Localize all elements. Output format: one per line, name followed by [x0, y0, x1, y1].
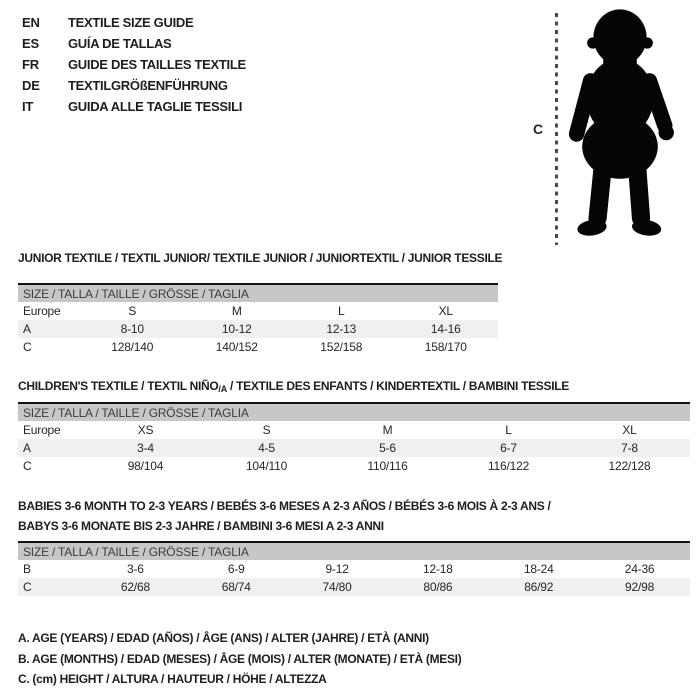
size-cell: 98/104: [127, 459, 164, 473]
table-row: C 98/104 104/110 110/116 116/122 122/128: [18, 457, 690, 475]
table-header-bar: SIZE / TALLA / TAILLE / GRÖSSE / TAGLIA: [18, 541, 690, 560]
section-title-text: / TEXTILE DES ENFANTS / KINDERTEXTIL / B…: [227, 379, 569, 393]
size-cell: 10-12: [221, 322, 252, 336]
size-cell: L: [505, 423, 512, 437]
size-cell: XS: [137, 423, 154, 437]
height-measure-dotted-line: [555, 13, 558, 245]
row-label: C: [23, 459, 32, 473]
size-cell: 9-12: [325, 562, 349, 576]
table-header-bar: SIZE / TALLA / TAILLE / GRÖSSE / TAGLIA: [18, 283, 498, 302]
size-cell: 4-5: [258, 441, 275, 455]
row-label: Europe: [23, 423, 61, 437]
language-code: DE: [22, 78, 40, 93]
section-title-line: BABIES 3-6 MONTH TO 2-3 YEARS / BEBÉS 3-…: [18, 499, 551, 513]
language-title: GUIDE DES TAILLES TEXTILE: [68, 57, 246, 72]
table-header-label: SIZE / TALLA / TAILLE / GRÖSSE / TAGLIA: [18, 541, 690, 560]
size-cell: 14-16: [430, 322, 461, 336]
size-cell: 7-8: [621, 441, 638, 455]
section-title-children: CHILDREN'S TEXTILE / TEXTIL NIÑO/A / TEX…: [18, 376, 569, 399]
figure-height-label: C: [533, 121, 544, 137]
toddler-silhouette-icon: [568, 9, 674, 236]
table-row: A 8-10 10-12 12-13 14-16: [18, 320, 498, 338]
table-header-label: SIZE / TALLA / TAILLE / GRÖSSE / TAGLIA: [18, 283, 498, 302]
size-cell: 74/80: [322, 580, 352, 594]
babies-size-table: SIZE / TALLA / TAILLE / GRÖSSE / TAGLIA …: [18, 541, 690, 596]
section-title-babies: BABIES 3-6 MONTH TO 2-3 YEARS / BEBÉS 3-…: [18, 496, 551, 536]
size-cell: 68/74: [221, 580, 251, 594]
language-title: GUÍA DE TALLAS: [68, 36, 172, 51]
table-row: Europe XS S M L XL: [18, 421, 690, 439]
language-code: EN: [22, 15, 40, 30]
footnotes: A. AGE (YEARS) / EDAD (AÑOS) / ÂGE (ANS)…: [18, 628, 462, 690]
language-title: TEXTILE SIZE GUIDE: [68, 15, 194, 30]
size-cell: S: [262, 423, 271, 437]
section-title-subscript: /A: [218, 384, 227, 394]
language-row: ES GUÍA DE TALLAS: [22, 33, 246, 54]
size-cell: L: [338, 304, 345, 318]
row-label: C: [23, 580, 32, 594]
size-cell: XL: [622, 423, 637, 437]
size-cell: 158/170: [424, 340, 467, 354]
children-size-table: SIZE / TALLA / TAILLE / GRÖSSE / TAGLIA …: [18, 402, 690, 475]
table-row: C 62/68 68/74 74/80 80/86 86/92 92/98: [18, 578, 690, 596]
size-cell: 62/68: [120, 580, 150, 594]
size-cell: 80/86: [423, 580, 453, 594]
size-cell: S: [128, 304, 137, 318]
footnote-age-months: B. AGE (MONTHS) / EDAD (MESES) / ÂGE (MO…: [18, 651, 462, 666]
row-label: C: [23, 340, 32, 354]
size-cell: 12-18: [423, 562, 453, 576]
size-cell: 110/116: [367, 459, 408, 473]
size-cell: 3-4: [137, 441, 154, 455]
row-label: A: [23, 322, 31, 336]
size-cell: 152/158: [320, 340, 363, 354]
size-cell: 18-24: [523, 562, 554, 576]
size-cell: M: [382, 423, 393, 437]
table-header-bar: SIZE / TALLA / TAILLE / GRÖSSE / TAGLIA: [18, 402, 690, 421]
section-title-text: CHILDREN'S TEXTILE / TEXTIL NIÑO: [18, 379, 219, 393]
size-cell: 12-13: [326, 322, 357, 336]
size-cell: 140/152: [215, 340, 258, 354]
language-row: IT GUIDA ALLE TAGLIE TESSILI: [22, 96, 246, 117]
size-cell: 6-7: [500, 441, 517, 455]
language-row: DE TEXTILGRÖßENFÜHRUNG: [22, 75, 246, 96]
size-cell: 6-9: [227, 562, 245, 576]
size-cell: 122/128: [608, 459, 651, 473]
language-title: GUIDA ALLE TAGLIE TESSILI: [68, 99, 243, 114]
table-row: C 128/140 140/152 152/158 158/170: [18, 338, 498, 356]
size-cell: XL: [438, 304, 453, 318]
section-title-text: JUNIOR TEXTILE / TEXTIL JUNIOR/ TEXTILE …: [18, 251, 503, 265]
language-row: FR GUIDE DES TAILLES TEXTILE: [22, 54, 246, 75]
row-label: A: [23, 441, 31, 455]
language-row: EN TEXTILE SIZE GUIDE: [22, 12, 246, 33]
table-row: Europe S M L XL: [18, 302, 498, 320]
size-cell: 104/110: [245, 459, 288, 473]
section-title-junior: JUNIOR TEXTILE / TEXTIL JUNIOR/ TEXTILE …: [18, 248, 503, 268]
language-code: IT: [22, 99, 34, 114]
table-header-label: SIZE / TALLA / TAILLE / GRÖSSE / TAGLIA: [18, 402, 690, 421]
language-code: ES: [22, 36, 39, 51]
size-cell: 24-36: [624, 562, 655, 576]
section-title-line: BABYS 3-6 MONATE BIS 2-3 JAHRE / BAMBINI…: [18, 519, 384, 533]
size-cell: 3-6: [127, 562, 144, 576]
table-row: B 3-6 6-9 9-12 12-18 18-24 24-36: [18, 560, 690, 578]
size-cell: 128/140: [111, 340, 154, 354]
language-code: FR: [22, 57, 39, 72]
size-cell: 92/98: [625, 580, 655, 594]
row-label: Europe: [23, 304, 61, 318]
row-label: B: [23, 562, 31, 576]
junior-size-table: SIZE / TALLA / TAILLE / GRÖSSE / TAGLIA …: [18, 283, 498, 356]
language-list: EN TEXTILE SIZE GUIDE ES GUÍA DE TALLAS …: [22, 12, 246, 117]
footnote-height-cm: C. (cm) HEIGHT / ALTURA / HAUTEUR / HÖHE…: [18, 672, 327, 686]
table-row: A 3-4 4-5 5-6 6-7 7-8: [18, 439, 690, 457]
size-cell: 8-10: [120, 322, 144, 336]
footnote-age-years: A. AGE (YEARS) / EDAD (AÑOS) / ÂGE (ANS)…: [18, 631, 429, 645]
size-cell: 116/122: [487, 459, 530, 473]
size-cell: 86/92: [524, 580, 554, 594]
language-title: TEXTILGRÖßENFÜHRUNG: [68, 78, 228, 93]
size-cell: M: [231, 304, 242, 318]
size-cell: 5-6: [379, 441, 396, 455]
